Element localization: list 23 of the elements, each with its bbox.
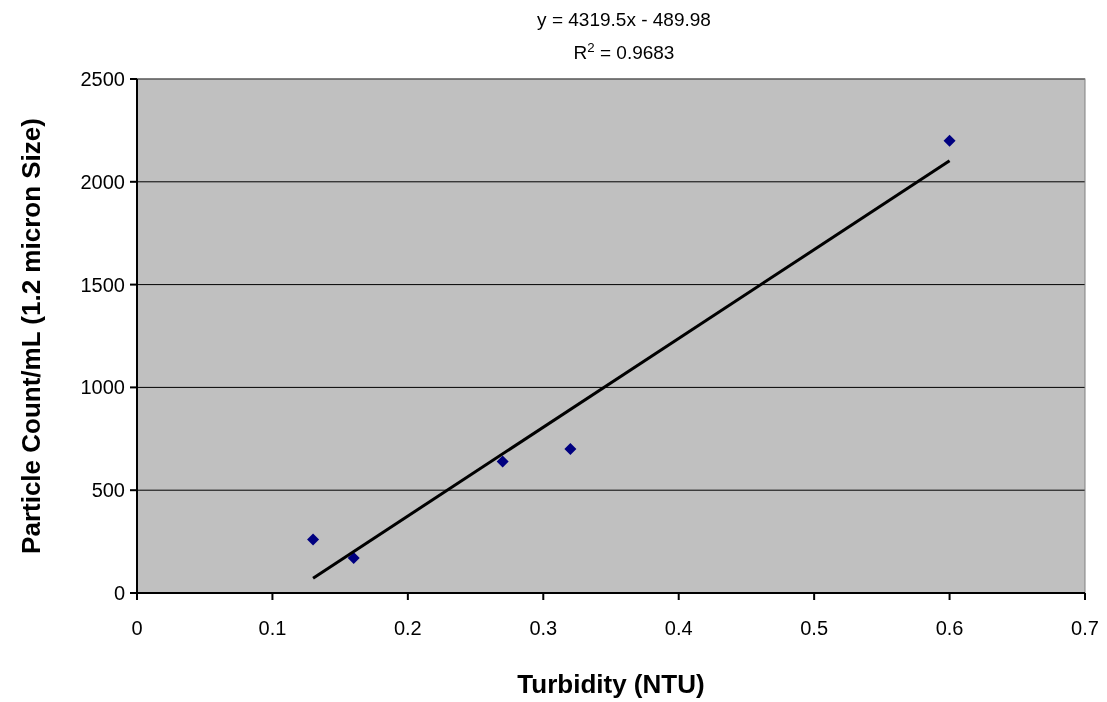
x-tick-label: 0.4 <box>664 617 693 639</box>
x-axis-title: Turbidity (NTU) <box>517 669 705 699</box>
y-tick-label: 2000 <box>80 170 125 193</box>
x-tick-label: 0.2 <box>393 617 422 639</box>
x-tick-label: 0.3 <box>529 617 558 639</box>
y-tick-label: 500 <box>91 479 125 502</box>
point <box>943 134 956 147</box>
x-tick-label: 0.1 <box>258 617 287 639</box>
point <box>564 443 577 456</box>
y-tick-label: 1500 <box>80 273 125 296</box>
text: R$^{2}$ = 0.9683 <box>573 39 675 63</box>
y-axis-title: Particle Count/mL (1.2 micron Size) <box>16 118 46 554</box>
x-tick-label: 0.5 <box>800 617 829 639</box>
x-tick-label: 0 <box>131 617 143 639</box>
y-tick-label: 2500 <box>80 68 125 90</box>
x-tick-label: 0.7 <box>1071 617 1099 639</box>
text: y = 4319.5x - 489.98 <box>537 9 711 30</box>
point <box>347 552 360 565</box>
y-tick-label: 1000 <box>80 376 125 399</box>
point <box>496 455 509 468</box>
y-tick-label: 0 <box>113 582 125 604</box>
x-tick-label: 0.6 <box>935 617 964 639</box>
point <box>307 533 320 546</box>
